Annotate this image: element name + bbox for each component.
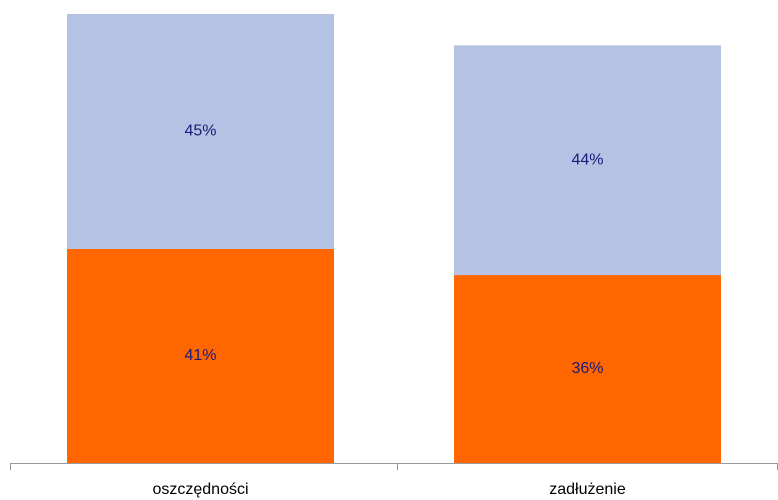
bar-segment	[67, 248, 334, 463]
x-tick-label: oszczędności	[152, 481, 248, 498]
data-label: 41%	[184, 347, 216, 364]
bar-segment	[67, 14, 334, 249]
data-label: 36%	[571, 360, 603, 377]
bar-segment	[454, 45, 721, 276]
data-label: 44%	[571, 151, 603, 168]
bar-segment	[454, 275, 721, 463]
data-label: 45%	[184, 123, 216, 140]
x-tick-label: zadłużenie	[549, 481, 626, 498]
